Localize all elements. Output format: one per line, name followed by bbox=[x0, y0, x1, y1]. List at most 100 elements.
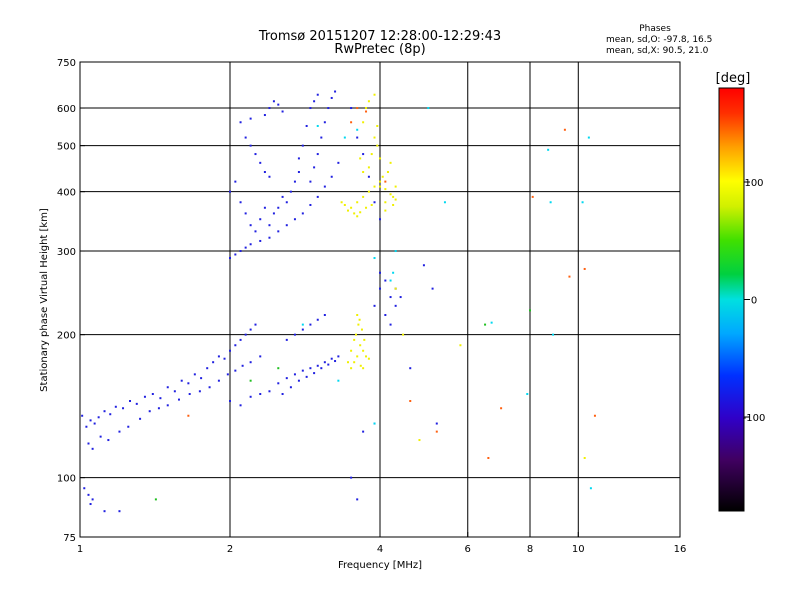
data-point bbox=[362, 171, 365, 174]
data-point bbox=[356, 201, 359, 204]
data-point bbox=[337, 161, 340, 164]
data-point bbox=[114, 405, 117, 408]
data-point bbox=[285, 377, 288, 380]
data-point bbox=[360, 328, 363, 331]
data-point bbox=[323, 361, 326, 364]
data-point bbox=[118, 430, 121, 433]
data-point bbox=[384, 188, 387, 191]
data-point bbox=[392, 271, 395, 274]
data-point bbox=[350, 367, 353, 370]
data-point bbox=[359, 157, 362, 160]
data-point bbox=[272, 212, 275, 215]
data-point bbox=[323, 314, 326, 317]
data-point bbox=[234, 369, 237, 372]
data-point bbox=[249, 117, 252, 120]
data-point bbox=[241, 364, 244, 367]
data-point bbox=[309, 323, 312, 326]
data-point bbox=[129, 400, 132, 403]
data-point bbox=[367, 175, 370, 178]
data-point bbox=[370, 203, 373, 206]
stats-line-x: mean, sd,X: 90.5, 21.0 bbox=[606, 46, 709, 56]
data-point bbox=[281, 393, 284, 396]
data-point bbox=[353, 212, 356, 215]
data-point bbox=[373, 304, 376, 307]
data-point bbox=[249, 328, 252, 331]
data-point bbox=[593, 414, 596, 417]
data-point bbox=[356, 498, 359, 501]
data-point bbox=[285, 338, 288, 341]
data-point bbox=[365, 206, 368, 209]
data-point bbox=[363, 338, 366, 341]
data-point bbox=[301, 369, 304, 372]
data-point bbox=[173, 390, 176, 393]
data-point bbox=[353, 361, 356, 364]
y-tick-label: 100 bbox=[57, 474, 76, 485]
x-axis-label: Frequency [MHz] bbox=[338, 560, 422, 571]
y-tick-label: 600 bbox=[57, 104, 76, 115]
data-point bbox=[249, 395, 252, 398]
data-point bbox=[212, 361, 215, 364]
data-point bbox=[293, 333, 296, 336]
y-tick-label: 200 bbox=[57, 331, 76, 342]
data-point bbox=[346, 361, 349, 364]
data-point bbox=[259, 218, 262, 221]
data-point bbox=[154, 498, 157, 501]
data-point bbox=[323, 121, 326, 124]
data-point bbox=[379, 271, 381, 274]
y-tick-labels: 75 100 200 300 400 500 600 750 bbox=[57, 58, 85, 544]
data-point bbox=[394, 198, 397, 201]
data-point bbox=[239, 338, 242, 341]
data-point bbox=[234, 180, 237, 183]
x-tick-label: 16 bbox=[674, 544, 687, 555]
data-point bbox=[376, 144, 379, 147]
y-tick-label: 75 bbox=[63, 533, 76, 544]
data-point bbox=[268, 175, 271, 178]
data-point bbox=[244, 212, 247, 215]
data-point bbox=[392, 195, 395, 198]
data-point bbox=[87, 442, 90, 445]
data-point bbox=[330, 175, 333, 178]
data-point bbox=[313, 372, 316, 375]
data-point bbox=[93, 422, 96, 425]
data-point bbox=[259, 393, 262, 396]
data-point bbox=[206, 367, 209, 370]
data-point bbox=[549, 201, 552, 204]
data-point bbox=[297, 171, 300, 174]
data-point bbox=[309, 367, 312, 370]
data-point bbox=[229, 257, 231, 260]
data-point bbox=[177, 398, 180, 401]
data-point bbox=[249, 379, 252, 382]
data-point bbox=[277, 367, 280, 370]
x-tick-label: 2 bbox=[227, 544, 233, 555]
data-point bbox=[293, 373, 296, 376]
data-point bbox=[135, 402, 138, 405]
x-tick-label: 4 bbox=[377, 544, 383, 555]
data-point bbox=[394, 185, 397, 188]
data-point bbox=[334, 360, 337, 363]
data-point bbox=[151, 393, 154, 396]
data-point bbox=[373, 185, 376, 188]
stats-line-o: mean, sd,O: -97.8, 16.5 bbox=[606, 35, 712, 45]
data-point bbox=[301, 328, 304, 331]
data-point bbox=[316, 153, 319, 156]
data-point bbox=[435, 422, 438, 425]
data-point bbox=[365, 107, 368, 110]
data-point bbox=[394, 287, 397, 290]
data-point bbox=[254, 323, 257, 326]
data-point bbox=[217, 379, 220, 382]
data-point bbox=[320, 367, 323, 370]
data-point bbox=[223, 357, 226, 360]
data-point bbox=[107, 439, 110, 442]
data-point bbox=[362, 430, 365, 433]
data-point bbox=[244, 136, 247, 139]
data-point bbox=[399, 296, 402, 299]
colorbar-tick-label: 0 bbox=[751, 296, 757, 307]
colorbar-tick-label: -100 bbox=[743, 413, 766, 424]
data-point bbox=[384, 279, 387, 282]
data-point bbox=[356, 136, 359, 139]
data-point bbox=[427, 107, 430, 110]
data-point bbox=[552, 333, 555, 336]
data-point bbox=[354, 333, 357, 336]
data-point bbox=[281, 195, 284, 198]
data-point bbox=[103, 510, 106, 513]
